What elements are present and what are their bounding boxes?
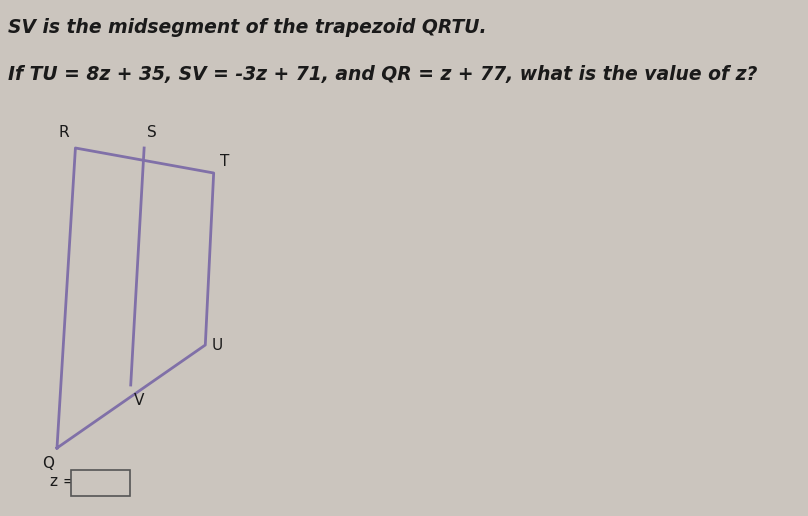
Text: V: V xyxy=(134,393,145,408)
Text: S: S xyxy=(148,125,158,140)
Text: Q: Q xyxy=(42,456,53,471)
FancyBboxPatch shape xyxy=(71,470,130,496)
Text: SV is the midsegment of the trapezoid QRTU.: SV is the midsegment of the trapezoid QR… xyxy=(8,18,487,37)
Text: R: R xyxy=(58,125,69,140)
Text: U: U xyxy=(212,337,223,352)
Text: T: T xyxy=(221,154,229,169)
Text: z =: z = xyxy=(50,475,81,490)
Text: If TU = 8z + 35, SV = -3z + 71, and QR = z + 77, what is the value of z?: If TU = 8z + 35, SV = -3z + 71, and QR =… xyxy=(8,65,758,84)
